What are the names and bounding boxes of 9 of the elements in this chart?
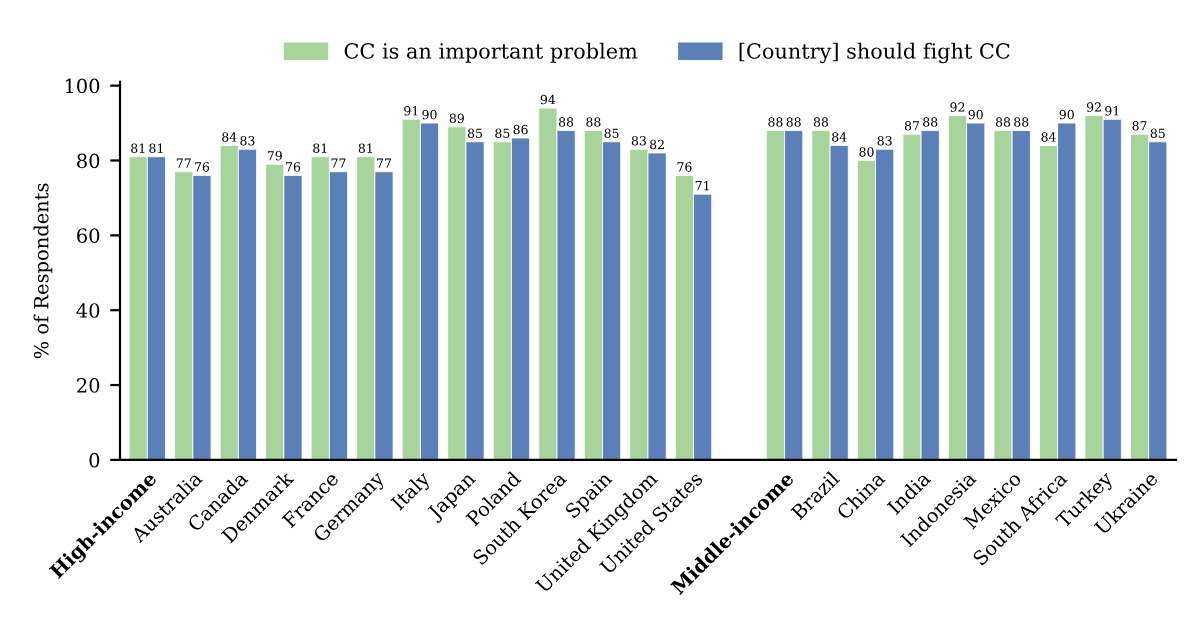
legend-label: [Country] should fight CC <box>739 42 1010 64</box>
y-tick-label: 100 <box>65 78 100 94</box>
y-axis-title: % of Respondents <box>33 183 53 359</box>
y-tick-label: 60 <box>77 228 100 244</box>
y-tick-label: 20 <box>77 378 100 393</box>
y-tick-label: 0 <box>89 452 100 468</box>
y-tick-label: 80 <box>77 153 100 169</box>
y-tick-label: 40 <box>76 303 100 318</box>
legend-label: CC is an important problem <box>344 42 638 63</box>
